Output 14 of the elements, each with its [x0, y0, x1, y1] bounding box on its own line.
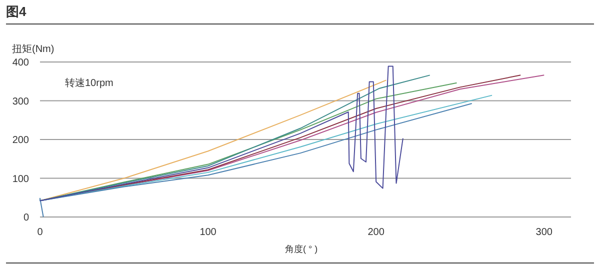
- annotation: 转速10rpm: [65, 77, 114, 89]
- chart-title: 图4: [6, 4, 27, 19]
- y-tick-label: 100: [12, 174, 30, 185]
- y-tick-label: 200: [12, 135, 30, 146]
- x-tick-label: 0: [37, 227, 44, 238]
- line-series: [40, 102, 472, 218]
- x-axis-title: 角度( ° ): [285, 244, 318, 254]
- y-tick-label: 300: [12, 96, 30, 108]
- x-tick-label: 100: [200, 227, 217, 238]
- y-axis-title: 扭矩(Nm): [12, 43, 54, 55]
- x-tick-label: 200: [368, 227, 385, 238]
- x-tick-label: 300: [536, 227, 553, 238]
- y-tick-label: 400: [12, 58, 30, 68]
- y-tick-label: 0: [23, 212, 30, 224]
